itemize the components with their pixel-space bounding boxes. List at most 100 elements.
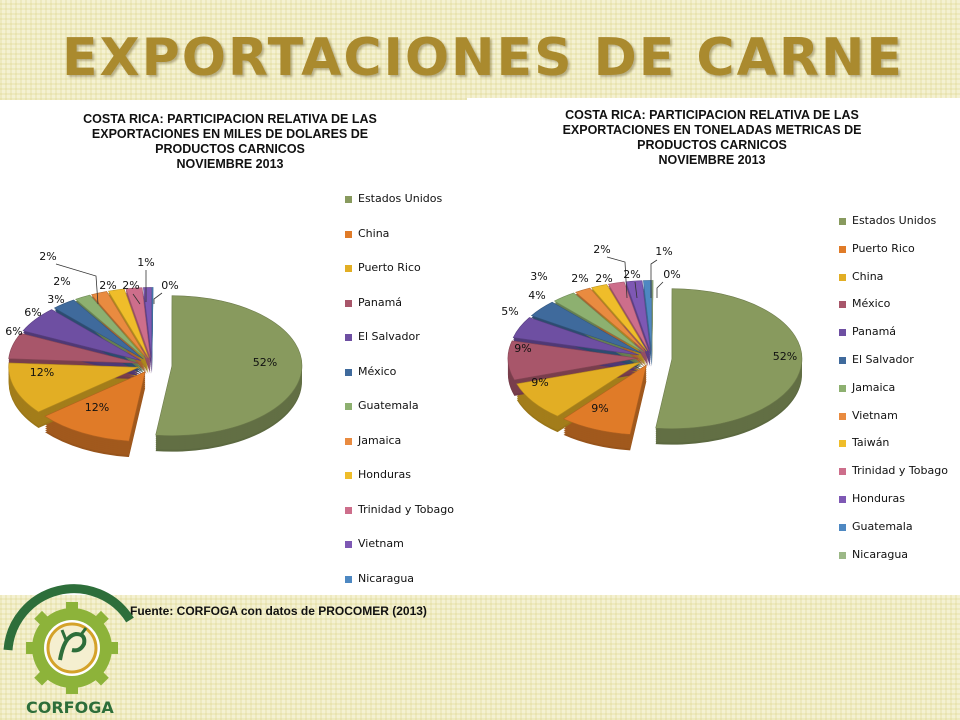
chart-title-line: EXPORTACIONES EN TONELADAS METRICAS DE (562, 123, 862, 137)
pie-slice-label: 2% (122, 279, 139, 292)
legend-item: Honduras (345, 468, 454, 503)
legend-swatch (345, 506, 352, 514)
pie-slice-label: 0% (161, 279, 178, 292)
pie-slice (22, 309, 141, 361)
pie-slice-label: 4% (528, 289, 545, 302)
pie-slice-label: 2% (593, 243, 610, 256)
chart-title-line: EXPORTACIONES EN MILES DE DOLARES DE (91, 127, 369, 141)
legend-item: México (839, 297, 948, 325)
legend-swatch (345, 334, 352, 341)
pie-slice-label: 52% (773, 350, 797, 363)
legend-swatch (345, 230, 352, 238)
legend-usd: Estados Unidos China Puerto Rico Panamá El S… (345, 192, 454, 606)
pie-slices (8, 287, 303, 458)
legend-swatch (839, 384, 846, 392)
pie-leader-line (132, 293, 141, 305)
legend-item: Nicaragua (345, 572, 454, 607)
legend-label: Panamá (358, 295, 403, 309)
pie-slice (553, 292, 644, 353)
pie-leader-line (153, 292, 163, 304)
legend-item: Estados Unidos (839, 214, 948, 242)
legend-swatch (345, 196, 352, 203)
legend-swatch (839, 273, 846, 281)
chart-title-line: PRODUCTOS CARNICOS (637, 138, 787, 152)
pie-slice (651, 280, 654, 351)
chart-title-tons: COSTA RICA: PARTICIPACION RELATIVA DE LA… (547, 108, 877, 168)
legend-swatch (839, 301, 846, 309)
legend-swatch (345, 299, 352, 307)
legend-item: China (839, 270, 948, 298)
chart-panel-tons: 52% 9% 9% 9% 5% 4% 3% 2% 2% 2% 2% 1% 0% COSTA RICA: … (467, 98, 960, 595)
pie-slice (143, 287, 152, 358)
legend-label: Guatemala (852, 519, 913, 533)
pie-labels: 52% 12% 12% 6%6% 3% 2% 2% 2% 2% 1% 0% (5, 250, 277, 414)
legend-swatch (839, 218, 846, 225)
legend-swatch (839, 551, 846, 559)
legend-label: El Salvador (852, 352, 914, 366)
legend-label: México (358, 364, 397, 378)
legend-item: Trinidad y Tobago (839, 464, 948, 492)
legend-swatch (345, 575, 352, 583)
legend-label: México (852, 297, 891, 311)
legend-swatch (345, 368, 352, 376)
legend-label: Puerto Rico (852, 241, 915, 255)
legend-label: Vietnam (852, 408, 898, 422)
legend-label: El Salvador (358, 330, 420, 343)
legend-tons: Estados Unidos Puerto Rico China México Pana… (839, 214, 948, 575)
legend-label: Panamá (852, 325, 897, 339)
pie-slice (530, 301, 642, 354)
pie-slice (44, 371, 146, 442)
legend-swatch (345, 403, 352, 410)
pie-slice (90, 291, 148, 359)
legend-swatch (839, 440, 846, 448)
chart-panel-usd: 52% 12% 12% 6% 6% 3% 2% 2% 2% 2% 1% 0% COSTA RICA: … (0, 100, 467, 595)
pie-slice-side (125, 289, 151, 360)
logo-gear-icon (26, 602, 118, 694)
pie-slice (575, 287, 646, 352)
pie-slice (590, 284, 648, 352)
legend-label: Honduras (852, 491, 905, 505)
pie-slice (8, 332, 139, 364)
slide-title: EXPORTACIONES DE CARNE (62, 28, 904, 88)
pie-slice (655, 288, 803, 429)
pie-chart-tons: 52% 9% 9% 9% 5% 4% 3% 2% 2% 2% 2% 1% 0% (501, 243, 803, 451)
pie-slice (562, 364, 647, 435)
legend-swatch (345, 437, 352, 445)
legend-label: Taiwán (852, 436, 890, 450)
pie-slice (507, 340, 639, 381)
legend-item: Trinidad y Tobago (345, 503, 454, 538)
pie-labels: 52% 9% 9% 9% 5% 4% 3% 2% 2% 2% 2% 1% 0% (501, 243, 797, 415)
legend-swatch (839, 523, 846, 531)
legend-swatch (839, 356, 846, 364)
chart-title-line: PRODUCTOS CARNICOS (155, 142, 305, 156)
pie-slice (8, 362, 139, 413)
legend-label: Trinidad y Tobago (852, 464, 948, 478)
pie-slice (155, 295, 303, 436)
pie-slice-label: 12% (85, 401, 109, 414)
logo-text: CORFOGA (26, 698, 114, 717)
legend-label: Vietnam (358, 537, 404, 550)
pie-slice (53, 299, 144, 360)
pie-slice-label: 12% (30, 366, 54, 379)
pie-leader-line (55, 263, 99, 305)
legend-item: Taiwán (839, 436, 948, 464)
legend-item: El Salvador (345, 330, 454, 365)
corfoga-logo: CORFOGA (3, 584, 134, 717)
pie-slice (516, 361, 641, 417)
legend-item: Guatemala (839, 520, 948, 548)
legend-swatch (839, 412, 846, 420)
legend-item: El Salvador (839, 353, 948, 381)
chart-title-line: COSTA RICA: PARTICIPACION RELATIVA DE LA… (565, 108, 859, 122)
legend-item: Guatemala (345, 399, 454, 434)
pie-slices (507, 280, 803, 451)
legend-item: Panamá (839, 325, 948, 353)
pie-slice-label: 9% (591, 402, 608, 415)
legend-label: China (358, 226, 390, 240)
legend-item: Vietnam (345, 537, 454, 572)
pie-leader-line (606, 256, 628, 299)
pie-slice-side (125, 291, 151, 362)
legend-swatch (839, 495, 846, 503)
pie-slice-label: 9% (531, 376, 548, 389)
legend-label: China (852, 269, 884, 283)
legend-item: Vietnam (839, 409, 948, 437)
